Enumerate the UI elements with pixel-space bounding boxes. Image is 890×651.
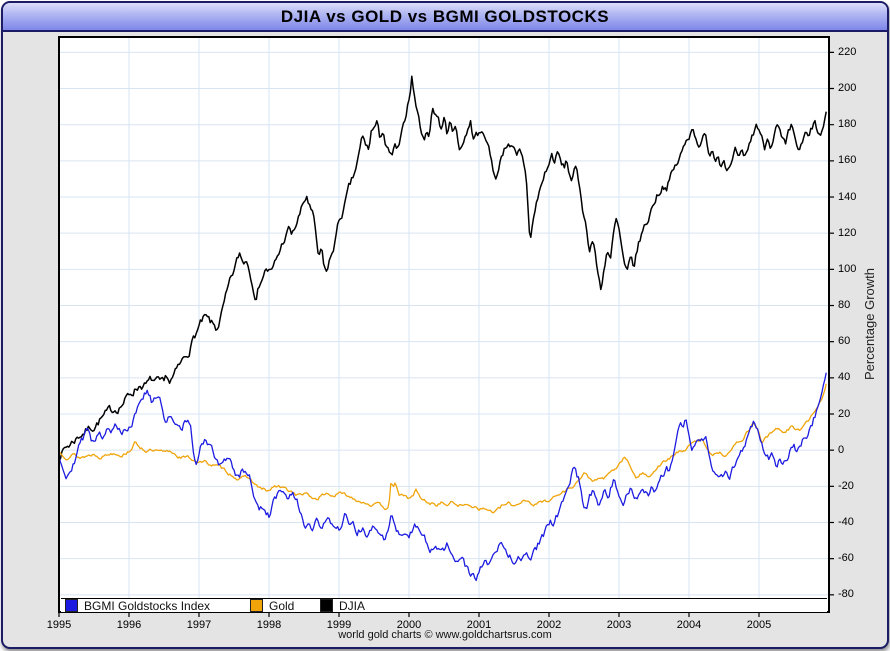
y-tick-label: 200 bbox=[838, 82, 857, 95]
legend-item-djia: DJIA bbox=[320, 598, 366, 613]
x-tick-label: 1996 bbox=[116, 619, 142, 631]
y-tick-label: 0 bbox=[838, 443, 845, 456]
y-tick-label: -80 bbox=[838, 588, 854, 601]
legend-swatch-icon bbox=[250, 599, 263, 612]
x-tick-label: 2004 bbox=[676, 619, 702, 631]
x-tick-label: 2003 bbox=[606, 619, 632, 631]
x-tick-label: 1999 bbox=[326, 619, 352, 631]
plot-area bbox=[59, 37, 829, 612]
y-tick-label: 160 bbox=[838, 154, 857, 167]
chart-region: Percentage Growth BGMI Goldstocks Index G… bbox=[3, 32, 887, 645]
y-tick-label: 180 bbox=[838, 118, 857, 131]
legend-label: DJIA bbox=[339, 598, 366, 613]
x-tick-label: 1997 bbox=[186, 619, 212, 631]
page-title: DJIA vs GOLD vs BGMI GOLDSTOCKS bbox=[280, 6, 610, 26]
legend-item-gold: Gold bbox=[250, 598, 295, 613]
series-line-gold bbox=[60, 383, 827, 514]
plot-canvas bbox=[58, 36, 834, 617]
y-tick-label: 220 bbox=[838, 45, 857, 58]
legend-label: BGMI Goldstocks Index bbox=[84, 598, 211, 613]
series-line-djia bbox=[60, 75, 827, 460]
legend-label: Gold bbox=[269, 598, 295, 613]
legend-item-bgmi-goldstocks-index: BGMI Goldstocks Index bbox=[65, 598, 211, 613]
plot-border bbox=[58, 36, 830, 613]
title-bar: DJIA vs GOLD vs BGMI GOLDSTOCKS bbox=[3, 3, 887, 32]
x-tick-label: 2001 bbox=[466, 619, 492, 631]
x-tick-label: 2000 bbox=[396, 619, 422, 631]
legend-swatch-icon bbox=[65, 599, 78, 612]
y-tick-label: 80 bbox=[838, 299, 851, 311]
y-tick-label: 140 bbox=[838, 190, 857, 203]
series-line-bgmi-goldstocks-index bbox=[60, 372, 827, 582]
legend: BGMI Goldstocks Index Gold DJIA bbox=[61, 598, 827, 613]
credit-text: world gold charts © www.goldchartsrus.co… bbox=[338, 629, 552, 641]
x-tick-label: 1998 bbox=[256, 619, 282, 631]
y-tick-label: -40 bbox=[838, 515, 854, 528]
y-tick-label: -20 bbox=[838, 479, 854, 492]
y-tick-label: 20 bbox=[838, 407, 851, 420]
legend-swatch-icon bbox=[320, 599, 333, 612]
y-tick-label: 100 bbox=[838, 262, 857, 275]
x-tick-label: 2005 bbox=[746, 619, 772, 631]
y-tick-label: 60 bbox=[838, 335, 851, 348]
y-tick-label: 120 bbox=[838, 226, 857, 239]
y-tick-label: 40 bbox=[838, 371, 851, 384]
x-tick-label: 2002 bbox=[536, 619, 562, 631]
x-tick-label: 1995 bbox=[46, 619, 72, 631]
y-tick-label: -60 bbox=[838, 552, 854, 565]
